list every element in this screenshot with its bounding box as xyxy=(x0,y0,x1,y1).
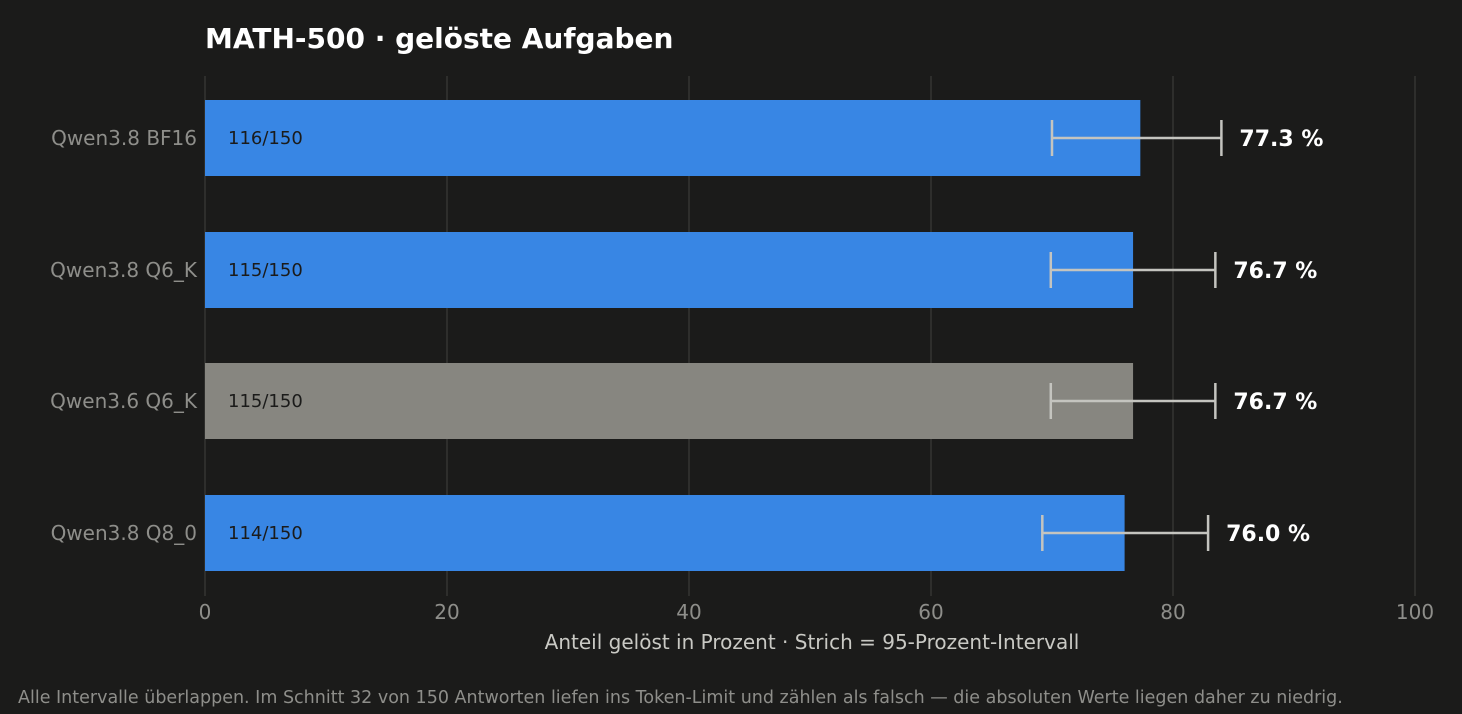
bar-labels: Qwen3.8 BF16 116/150 77.3 % Qwen3.8 Q6_K 115… xyxy=(50,126,1323,547)
count-label: 114/150 xyxy=(228,523,303,544)
category-label: Qwen3.8 Q6_K xyxy=(50,258,198,282)
x-tick-label: 40 xyxy=(676,600,701,624)
bar xyxy=(205,495,1125,571)
value-label: 76.7 % xyxy=(1233,259,1317,284)
count-label: 115/150 xyxy=(228,391,303,412)
x-tick-label: 0 xyxy=(199,600,212,624)
value-label: 77.3 % xyxy=(1239,127,1323,152)
x-tick-label: 60 xyxy=(918,600,943,624)
category-label: Qwen3.6 Q6_K xyxy=(50,389,198,413)
category-label: Qwen3.8 Q8_0 xyxy=(51,521,197,545)
x-tick-label: 100 xyxy=(1396,600,1434,624)
bars xyxy=(205,100,1141,571)
bar xyxy=(205,100,1141,176)
x-tick-label: 20 xyxy=(434,600,459,624)
x-axis-label: Anteil gelöst in Prozent · Strich = 95-P… xyxy=(545,630,1080,654)
error-bars xyxy=(1041,120,1223,551)
count-label: 115/150 xyxy=(228,260,303,281)
chart-title: MATH-500 · gelöste Aufgaben xyxy=(205,22,673,55)
x-tick-label: 80 xyxy=(1160,600,1185,624)
value-label: 76.7 % xyxy=(1233,390,1317,415)
x-axis-ticks: 0 20 40 60 80 100 xyxy=(199,600,1434,624)
footnote: Alle Intervalle überlappen. Im Schnitt 3… xyxy=(18,688,1343,708)
category-label: Qwen3.8 BF16 xyxy=(51,126,197,150)
bar xyxy=(205,232,1134,308)
value-label: 76.0 % xyxy=(1226,522,1310,547)
count-label: 116/150 xyxy=(228,128,303,149)
bar xyxy=(205,363,1134,439)
